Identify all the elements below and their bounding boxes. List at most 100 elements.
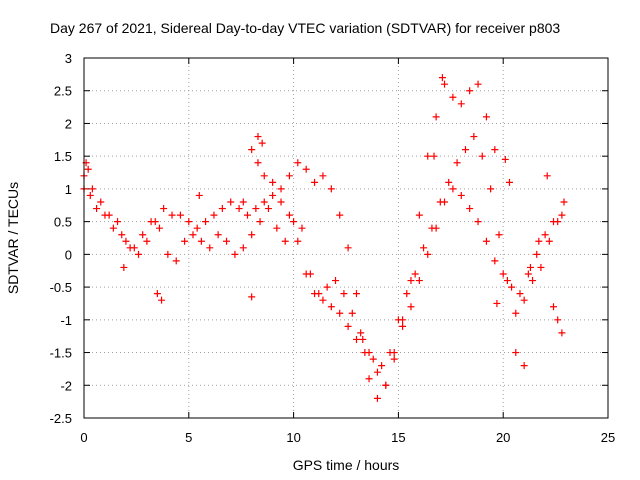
- x-axis-label: GPS time / hours: [293, 457, 400, 473]
- data-point: [537, 263, 545, 271]
- x-tick-label: 10: [286, 430, 300, 445]
- data-point: [373, 394, 381, 402]
- data-point: [432, 113, 440, 121]
- data-point: [181, 237, 189, 245]
- tick-marks: [83, 57, 609, 419]
- data-point: [206, 244, 214, 252]
- data-point: [474, 80, 482, 88]
- data-point: [449, 185, 457, 193]
- data-point: [277, 185, 285, 193]
- data-point: [503, 277, 511, 285]
- data-point: [441, 198, 449, 206]
- data-point: [254, 133, 262, 141]
- data-point: [466, 87, 474, 95]
- data-point: [239, 198, 247, 206]
- data-points: [80, 74, 568, 402]
- data-point: [438, 74, 446, 82]
- data-point: [390, 355, 398, 363]
- data-point: [285, 211, 293, 219]
- data-point: [315, 290, 323, 298]
- data-point: [344, 244, 352, 252]
- data-point: [139, 231, 147, 239]
- data-point: [290, 218, 298, 226]
- data-point: [495, 231, 503, 239]
- data-point: [302, 165, 310, 173]
- y-tick-label: -0.5: [50, 280, 72, 295]
- data-point: [512, 309, 520, 317]
- data-point: [491, 257, 499, 265]
- data-point: [260, 172, 268, 180]
- data-point: [560, 198, 568, 206]
- data-point: [252, 205, 260, 213]
- data-point: [120, 263, 128, 271]
- data-point: [487, 185, 495, 193]
- data-point: [189, 231, 197, 239]
- data-point: [164, 250, 172, 258]
- data-point: [336, 309, 344, 317]
- data-point: [105, 211, 113, 219]
- data-point: [420, 244, 428, 252]
- data-point: [210, 211, 218, 219]
- data-point: [176, 211, 184, 219]
- y-tick-label: 0: [65, 247, 72, 262]
- data-point: [357, 329, 365, 337]
- data-point: [158, 296, 166, 304]
- data-point: [526, 263, 534, 271]
- data-point: [332, 277, 340, 285]
- data-point: [505, 178, 513, 186]
- data-point: [243, 211, 251, 219]
- data-point: [407, 277, 415, 285]
- data-point: [478, 152, 486, 160]
- data-point: [195, 191, 203, 199]
- data-point: [93, 205, 101, 213]
- data-point: [254, 159, 262, 167]
- data-point: [520, 362, 528, 370]
- x-tick-label: 20: [496, 430, 510, 445]
- data-point: [424, 250, 432, 258]
- data-point: [202, 218, 210, 226]
- data-point: [248, 146, 256, 154]
- data-point: [558, 329, 566, 337]
- data-point: [248, 231, 256, 239]
- grid-lines: [84, 58, 608, 418]
- data-point: [336, 211, 344, 219]
- data-point: [319, 172, 327, 180]
- data-point: [424, 152, 432, 160]
- data-point: [482, 237, 490, 245]
- data-point: [369, 355, 377, 363]
- data-point: [147, 218, 155, 226]
- data-point: [168, 211, 176, 219]
- y-axis-label: SDTVAR / TECUs: [5, 182, 21, 294]
- data-point: [474, 218, 482, 226]
- y-tick-label: 1: [65, 182, 72, 197]
- data-point: [543, 172, 551, 180]
- data-point: [193, 224, 201, 232]
- data-point: [277, 198, 285, 206]
- data-point: [214, 231, 222, 239]
- data-point: [430, 152, 438, 160]
- data-point: [294, 159, 302, 167]
- data-point: [86, 191, 94, 199]
- data-point: [239, 244, 247, 252]
- data-point: [327, 303, 335, 311]
- data-point: [524, 270, 532, 278]
- x-tick-label: 25: [601, 430, 615, 445]
- y-tick-label: -2: [60, 378, 72, 393]
- data-point: [264, 205, 272, 213]
- x-tick-label: 15: [391, 430, 405, 445]
- data-point: [550, 303, 558, 311]
- data-point: [352, 290, 360, 298]
- data-point: [382, 381, 390, 389]
- x-tick-labels: 0 5 10 15 20 25: [80, 430, 615, 445]
- y-tick-label: 3: [65, 51, 72, 66]
- data-point: [153, 290, 161, 298]
- y-tick-label: 2: [65, 116, 72, 131]
- y-tick-label: -2.5: [50, 411, 72, 426]
- data-point: [520, 296, 528, 304]
- data-point: [231, 250, 239, 258]
- y-tick-labels: -2.5 -2 -1.5 -1 -0.5 0 0.5 1 1.5 2 2.5 3: [50, 51, 72, 426]
- data-point: [411, 270, 419, 278]
- data-point: [550, 218, 558, 226]
- data-point: [399, 322, 407, 330]
- data-point: [223, 237, 231, 245]
